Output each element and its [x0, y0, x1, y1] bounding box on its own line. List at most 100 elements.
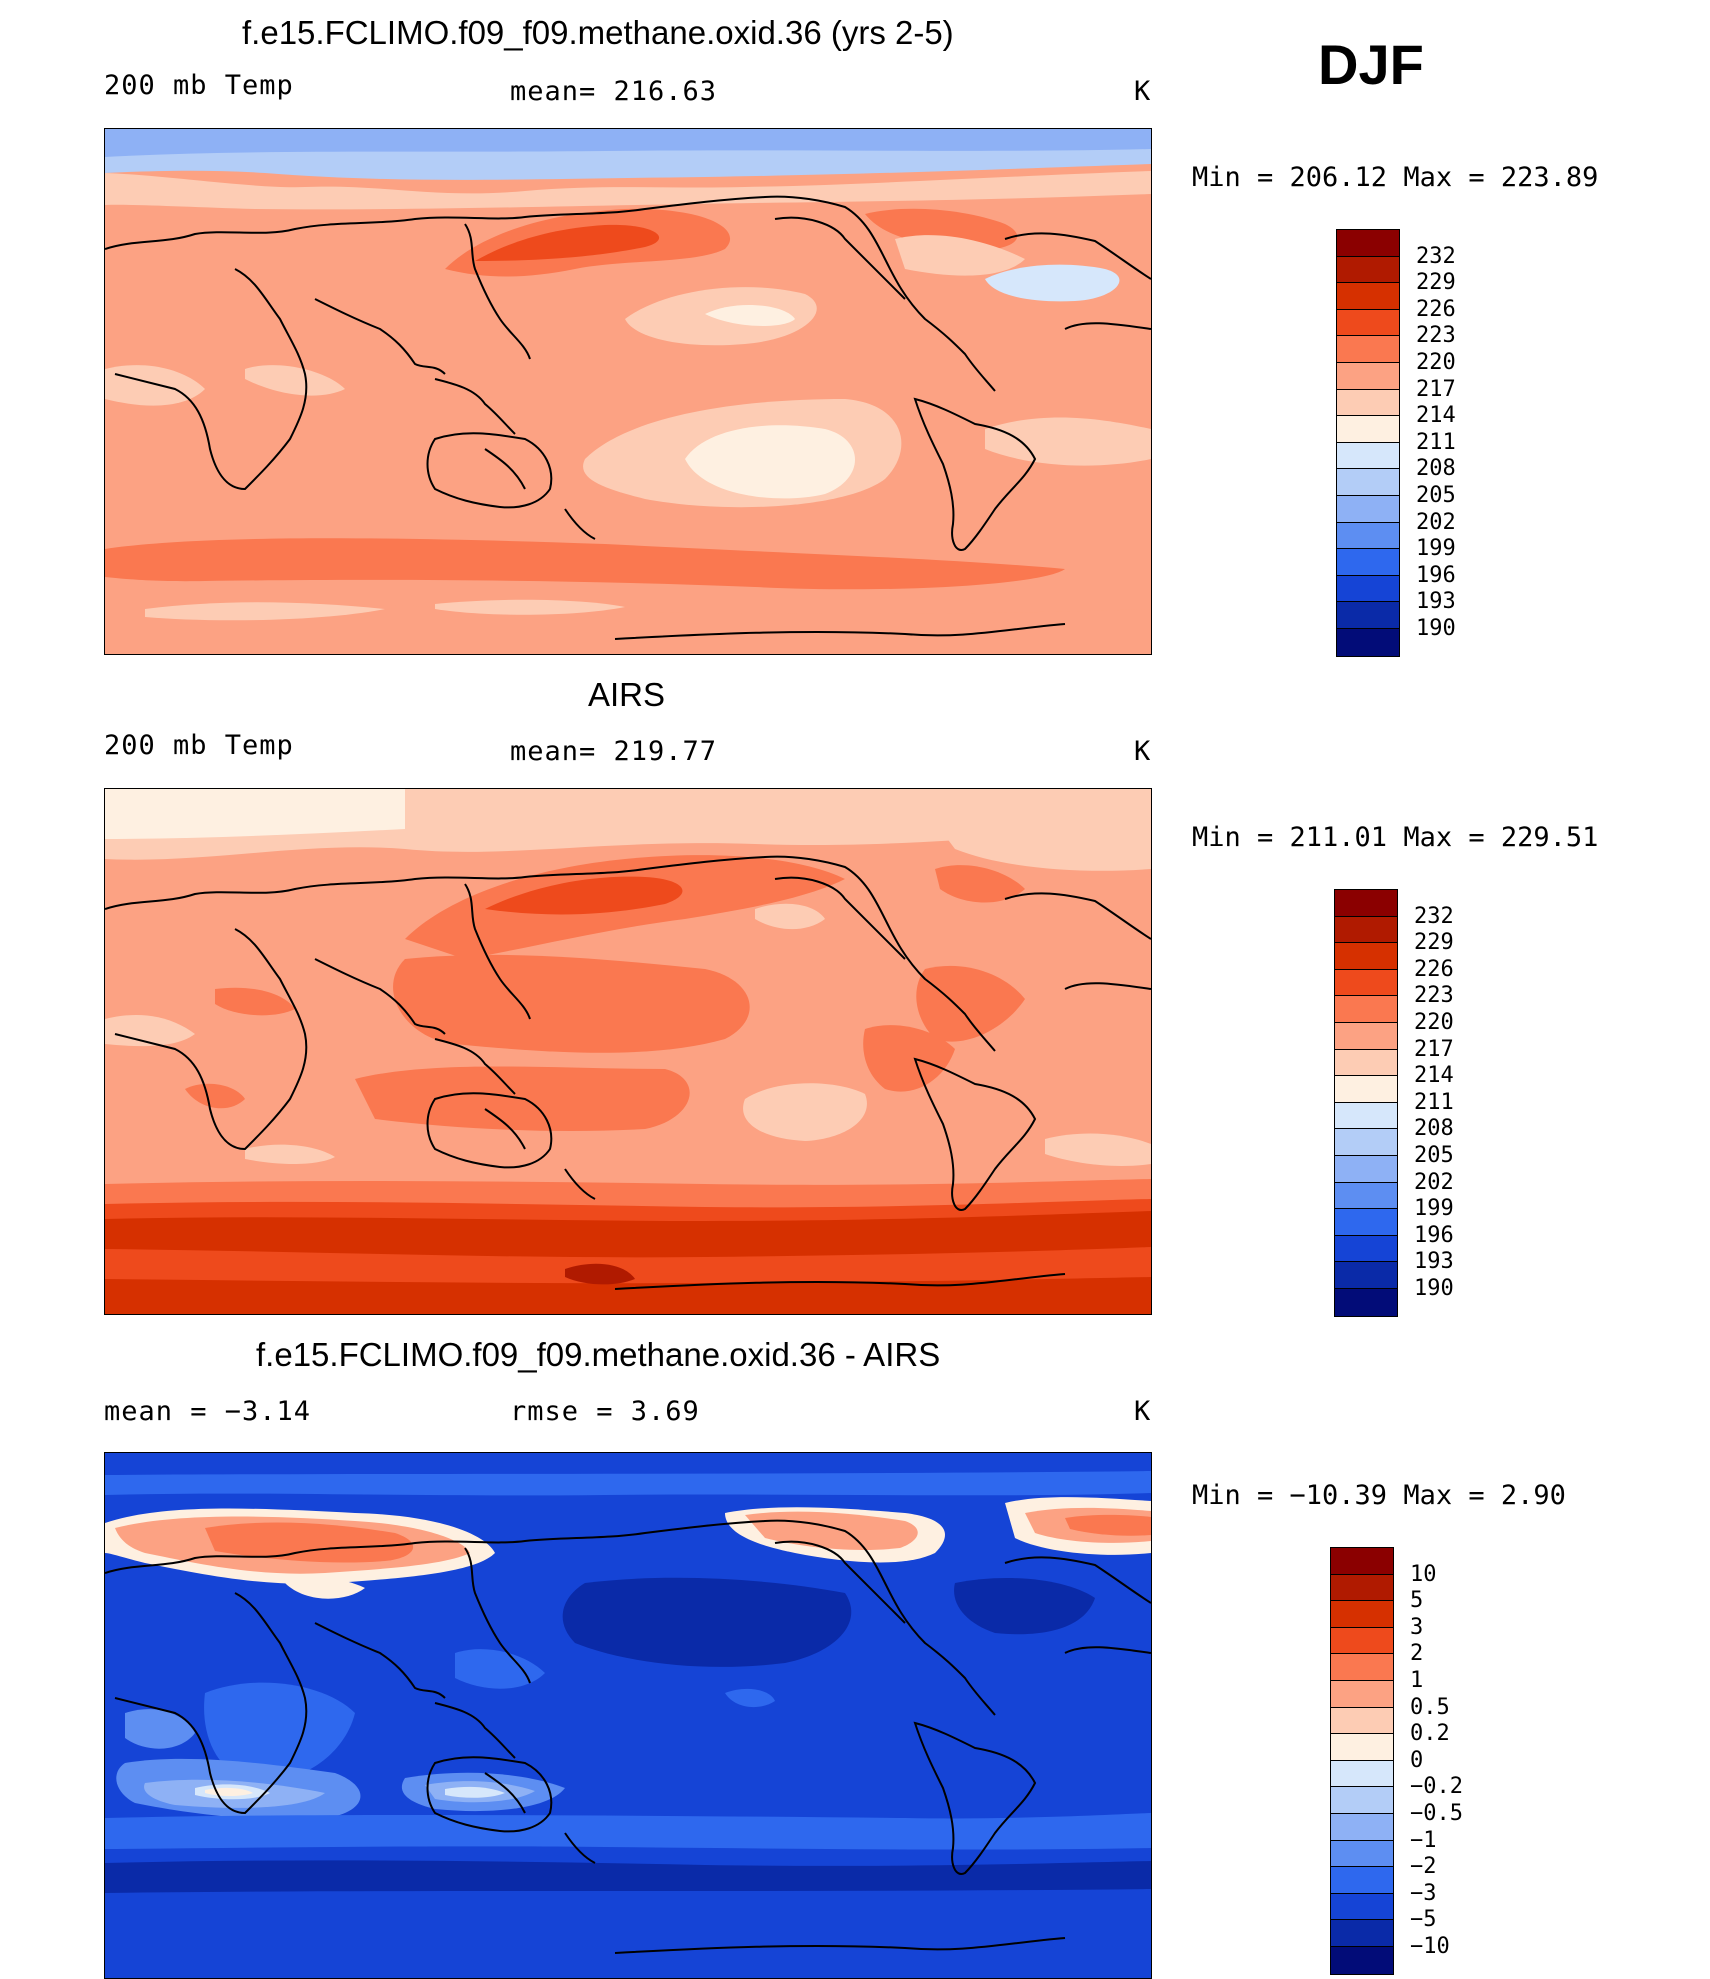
colorbar-tick-label: 232	[1414, 903, 1454, 929]
panel-1-units-label: K	[1134, 76, 1152, 107]
colorbar-swatch	[1337, 389, 1399, 417]
colorbar-swatch	[1335, 1049, 1397, 1077]
panel-3-map	[104, 1452, 1152, 1979]
season-label: DJF	[1318, 33, 1424, 96]
colorbar-swatch	[1335, 1235, 1397, 1263]
colorbar-swatch	[1337, 549, 1399, 576]
colorbar-tick-label: 1	[1410, 1668, 1424, 1693]
panel-2-colorbar-boxes	[1334, 889, 1398, 1317]
colorbar-swatch	[1331, 1946, 1393, 1974]
colorbar-tick-label: 220	[1414, 1010, 1454, 1035]
colorbar-tick-label: 211	[1414, 1089, 1454, 1115]
panel-2-minmax: Min = 211.01 Max = 229.51	[1192, 822, 1599, 853]
colorbar-tick-label: 0.2	[1410, 1721, 1450, 1747]
panel-2-units-label: K	[1134, 736, 1152, 767]
colorbar-tick-label: 217	[1414, 1036, 1454, 1062]
panel-3-mean-label: mean = −3.14	[104, 1396, 312, 1427]
colorbar-tick-label: 208	[1414, 1116, 1454, 1142]
colorbar-swatch	[1335, 996, 1397, 1023]
panel-2-map	[104, 788, 1152, 1315]
colorbar-tick-label: 214	[1416, 403, 1456, 429]
colorbar-tick-label: 229	[1414, 930, 1454, 956]
panel-1-colorbar-boxes	[1336, 229, 1400, 657]
colorbar-tick-label: 223	[1414, 983, 1454, 1009]
panel-3-units-label: K	[1134, 1396, 1152, 1427]
colorbar-tick-label: 208	[1416, 456, 1456, 482]
panel-2-map-svg	[105, 789, 1151, 1314]
colorbar-tick-label: 223	[1416, 323, 1456, 349]
panel-1-minmax: Min = 206.12 Max = 223.89	[1192, 162, 1599, 193]
colorbar-tick-label: 202	[1414, 1169, 1454, 1195]
colorbar-swatch	[1337, 336, 1399, 363]
colorbar-swatch	[1337, 602, 1399, 629]
colorbar-tick-label: 190	[1414, 1276, 1454, 1301]
colorbar-swatch	[1337, 628, 1399, 656]
colorbar-tick-label: −0.2	[1410, 1774, 1463, 1800]
colorbar-swatch	[1331, 1893, 1393, 1921]
colorbar-tick-label: 199	[1416, 536, 1456, 562]
colorbar-swatch	[1331, 1734, 1393, 1761]
colorbar-tick-label: 211	[1416, 429, 1456, 455]
colorbar-tick-label: 205	[1416, 483, 1456, 508]
colorbar-tick-label: 199	[1414, 1196, 1454, 1222]
colorbar-swatch	[1331, 1760, 1393, 1788]
panel-2-mean-label: mean= 219.77	[510, 736, 718, 767]
panel-2-left-label: 200 mb Temp	[104, 730, 294, 761]
colorbar-swatch	[1331, 1574, 1393, 1602]
colorbar-tick-label: 190	[1416, 616, 1456, 641]
panel-3-title: f.e15.FCLIMO.f09_f09.methane.oxid.36 - A…	[256, 1336, 941, 1373]
panel-3-map-svg	[105, 1453, 1151, 1978]
colorbar-tick-label: 220	[1416, 350, 1456, 375]
colorbar-swatch	[1337, 495, 1399, 523]
colorbar-swatch	[1331, 1813, 1393, 1841]
colorbar-tick-label: 193	[1414, 1249, 1454, 1275]
colorbar-tick-label: 202	[1416, 509, 1456, 535]
colorbar-swatch	[1337, 522, 1399, 550]
colorbar-swatch	[1337, 309, 1399, 337]
colorbar-tick-label: −2	[1410, 1854, 1437, 1880]
colorbar-swatch	[1337, 469, 1399, 496]
panel-2-title: AIRS	[588, 676, 666, 713]
colorbar-tick-label: 226	[1416, 296, 1456, 322]
panel-1-left-label: 200 mb Temp	[104, 70, 294, 101]
colorbar-tick-label: 217	[1416, 376, 1456, 402]
colorbar-tick-label: 3	[1410, 1614, 1424, 1640]
colorbar-swatch	[1335, 916, 1397, 944]
colorbar-swatch	[1335, 1129, 1397, 1156]
colorbar-tick-label: −1	[1410, 1827, 1437, 1853]
colorbar-swatch	[1331, 1840, 1393, 1868]
colorbar-tick-label: 196	[1416, 562, 1456, 588]
colorbar-swatch	[1337, 283, 1399, 310]
colorbar-swatch	[1331, 1601, 1393, 1628]
colorbar-swatch	[1335, 943, 1397, 970]
panel-1-title: f.e15.FCLIMO.f09_f09.methane.oxid.36 (yr…	[242, 14, 954, 51]
colorbar-tick-label: 232	[1416, 243, 1456, 269]
colorbar-swatch	[1335, 1076, 1397, 1103]
colorbar-tick-label: 0	[1410, 1747, 1424, 1773]
colorbar-tick-label: −5	[1410, 1907, 1437, 1933]
colorbar-swatch	[1335, 1288, 1397, 1316]
colorbar-swatch	[1335, 1102, 1397, 1130]
colorbar-swatch	[1331, 1920, 1393, 1947]
colorbar-tick-label: 196	[1414, 1222, 1454, 1248]
colorbar-swatch	[1337, 442, 1399, 470]
colorbar-tick-label: 2	[1410, 1641, 1424, 1667]
colorbar-tick-label: −3	[1410, 1880, 1437, 1906]
colorbar-swatch	[1335, 1262, 1397, 1289]
panel-1-map-svg	[105, 129, 1151, 654]
colorbar-swatch	[1331, 1707, 1393, 1735]
panel-3-rmse-label: rmse = 3.69	[510, 1396, 700, 1427]
colorbar-swatch	[1331, 1654, 1393, 1681]
panel-1-mean-label: mean= 216.63	[510, 76, 718, 107]
colorbar-swatch	[1335, 1022, 1397, 1050]
colorbar-swatch	[1331, 1548, 1393, 1575]
colorbar-tick-label: 214	[1414, 1063, 1454, 1089]
colorbar-swatch	[1337, 362, 1399, 390]
colorbar-tick-label: 5	[1410, 1588, 1424, 1614]
colorbar-tick-label: 229	[1416, 270, 1456, 296]
panel-3-minmax: Min = −10.39 Max = 2.90	[1192, 1480, 1566, 1511]
colorbar-tick-label: 205	[1414, 1143, 1454, 1168]
colorbar-swatch	[1337, 575, 1399, 603]
colorbar-swatch	[1335, 1182, 1397, 1210]
colorbar-swatch	[1331, 1627, 1393, 1655]
